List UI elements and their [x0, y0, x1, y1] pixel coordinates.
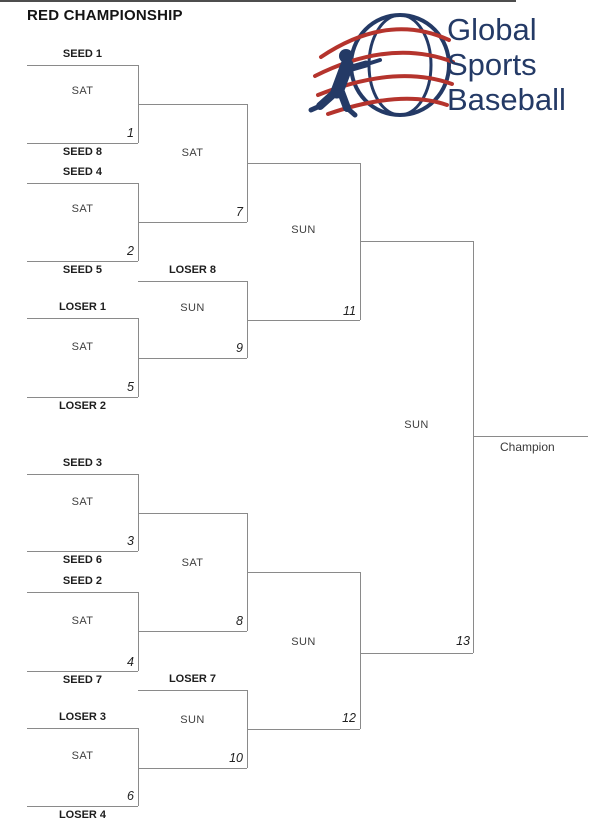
- game-2-number: 2: [127, 244, 134, 258]
- game-9-number: 9: [236, 341, 243, 355]
- bracket-line: [27, 183, 138, 184]
- entry-seed-5: SEED 5: [62, 264, 103, 276]
- game-3-number: 3: [127, 534, 134, 548]
- entry-loser-1: LOSER 1: [58, 301, 107, 313]
- game-5-day: SAT: [71, 341, 94, 353]
- bracket-line: [138, 513, 247, 514]
- champion-label: Champion: [500, 440, 555, 454]
- bracket-line: [27, 261, 138, 262]
- entry-seed-8: SEED 8: [62, 146, 103, 158]
- baseball-globe-logo-icon: [308, 13, 455, 118]
- game-12-day: SUN: [291, 636, 316, 648]
- game-12-number: 12: [342, 711, 356, 725]
- bracket-line: [138, 183, 139, 261]
- game-1-day: SAT: [71, 85, 94, 97]
- bracket-line: [473, 436, 588, 437]
- bracket-line: [138, 65, 139, 143]
- game-6-day: SAT: [71, 750, 94, 762]
- page-title: RED CHAMPIONSHIP: [27, 7, 183, 24]
- bracket-line: [247, 281, 248, 358]
- bracket-line: [138, 690, 247, 691]
- game-7-day: SAT: [181, 147, 204, 159]
- bracket-line: [27, 551, 138, 552]
- bracket-line: [247, 513, 248, 631]
- game-11-day: SUN: [291, 224, 316, 236]
- bracket-line: [138, 474, 139, 551]
- bracket-line: [27, 806, 138, 807]
- bracket-line: [473, 241, 474, 653]
- bracket-line: [27, 592, 138, 593]
- entry-seed-3: SEED 3: [62, 457, 103, 469]
- bracket-line: [247, 104, 248, 222]
- entry-loser-7: LOSER 7: [168, 673, 217, 685]
- bracket-line: [247, 320, 360, 321]
- entry-loser-2: LOSER 2: [58, 400, 107, 412]
- entry-loser-3: LOSER 3: [58, 711, 107, 723]
- bracket-line: [247, 572, 360, 573]
- bracket-line: [138, 222, 247, 223]
- game-1-number: 1: [127, 126, 134, 140]
- entry-loser-4: LOSER 4: [58, 809, 107, 821]
- game-3-day: SAT: [71, 496, 94, 508]
- logo-word-sports: Sports: [447, 47, 537, 82]
- entry-seed-2: SEED 2: [62, 575, 103, 587]
- game-11-number: 11: [343, 304, 356, 318]
- logo-word-baseball: Baseball: [447, 82, 566, 117]
- logo-word-global: Global: [447, 12, 537, 47]
- bracket-line: [138, 768, 247, 769]
- game-4-day: SAT: [71, 615, 94, 627]
- game-13-number: 13: [456, 634, 470, 648]
- bracket-line: [27, 65, 138, 66]
- game-8-day: SAT: [181, 557, 204, 569]
- bracket-line: [27, 671, 138, 672]
- bracket-line: [27, 143, 138, 144]
- game-9-day: SUN: [180, 302, 205, 314]
- game-8-number: 8: [236, 614, 243, 628]
- entry-seed-1: SEED 1: [62, 48, 103, 60]
- game-4-number: 4: [127, 655, 134, 669]
- entry-seed-4: SEED 4: [62, 166, 103, 178]
- top-border-line: [0, 0, 516, 2]
- game-10-number: 10: [229, 751, 243, 765]
- logo-wordmark: Global Sports Baseball: [447, 12, 566, 117]
- bracket-line: [247, 163, 360, 164]
- bracket-line: [27, 397, 138, 398]
- game-2-day: SAT: [71, 203, 94, 215]
- bracket-line: [138, 358, 247, 359]
- bracket-line: [360, 572, 361, 729]
- bracket-line: [138, 281, 247, 282]
- game-13-day: SUN: [404, 419, 429, 431]
- batter-icon: [308, 58, 382, 118]
- entry-seed-7: SEED 7: [62, 674, 103, 686]
- bracket-line: [27, 474, 138, 475]
- bracket-line: [138, 318, 139, 397]
- entry-seed-6: SEED 6: [62, 554, 103, 566]
- bracket-line: [247, 729, 360, 730]
- bracket-line: [27, 318, 138, 319]
- entry-loser-8: LOSER 8: [168, 264, 217, 276]
- bracket-line: [138, 104, 247, 105]
- bracket-line: [247, 690, 248, 768]
- bracket-line: [138, 592, 139, 671]
- bracket-line: [360, 163, 361, 320]
- game-7-number: 7: [236, 205, 243, 219]
- bracket-line: [360, 241, 473, 242]
- bracket-line: [138, 728, 139, 806]
- bracket-line: [360, 653, 473, 654]
- game-10-day: SUN: [180, 714, 205, 726]
- game-5-number: 5: [127, 380, 134, 394]
- bracket-line: [138, 631, 247, 632]
- batter-head-icon: [339, 49, 353, 63]
- bracket-line: [27, 728, 138, 729]
- game-6-number: 6: [127, 789, 134, 803]
